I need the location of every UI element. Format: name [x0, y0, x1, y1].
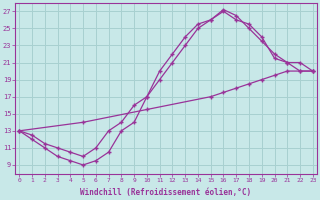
- X-axis label: Windchill (Refroidissement éolien,°C): Windchill (Refroidissement éolien,°C): [80, 188, 252, 197]
